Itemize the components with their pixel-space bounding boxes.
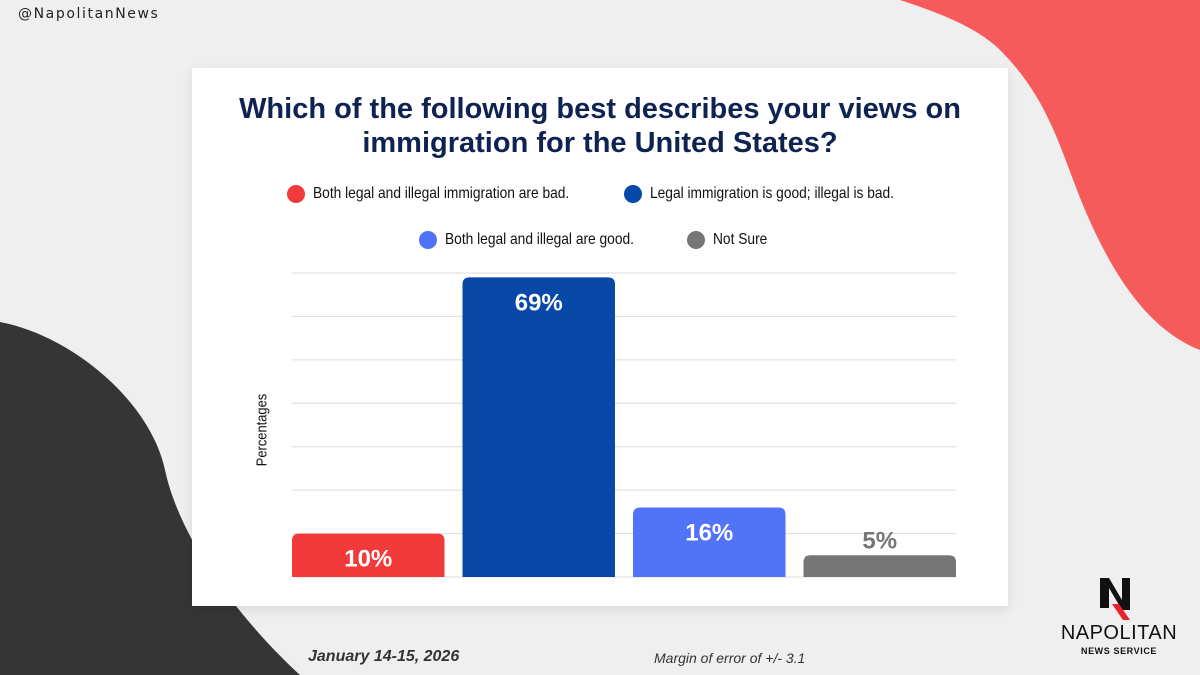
legend-swatch-bad-both: [286, 185, 305, 203]
napolitan-logo: NAPOLITAN NEWS SERVICE: [1052, 578, 1186, 662]
bar-label-legal-good: 69%: [515, 289, 563, 316]
bar-not-sure: [803, 555, 956, 577]
bar-label-bad-both: 10%: [344, 546, 392, 573]
poll-date: January 14-15, 2026: [308, 648, 460, 665]
twitter-handle: @NapolitanNews: [18, 6, 160, 22]
legend-item-legal-good: Legal immigration is good; illegal is ba…: [623, 185, 914, 203]
dark-blob: [0, 322, 300, 675]
legend-item-not-sure: Not Sure: [687, 231, 781, 249]
legend-label-good-both: Both legal and illegal are good.: [445, 231, 634, 248]
bar-good-both: [633, 507, 786, 577]
legend-row-2: Both legal and illegal are good. Not Sur…: [192, 231, 1008, 249]
legend-swatch-legal-good: [623, 185, 642, 203]
legend-item-bad-both: Both legal and illegal immigration are b…: [286, 185, 588, 203]
bar-label-not-sure: 5%: [862, 527, 897, 554]
legend-label-bad-both: Both legal and illegal immigration are b…: [312, 185, 569, 202]
coral-blob: [900, 0, 1200, 350]
margin-of-error: Margin of error of +/- 3.1: [654, 650, 806, 666]
bar-labels: 10% 69% 16% 5%: [344, 289, 897, 572]
legend-row-1: Both legal and illegal immigration are b…: [192, 185, 1008, 203]
gridlines: [292, 272, 956, 578]
bar-legal-good: [462, 277, 615, 577]
legend-swatch-good-both: [419, 231, 437, 249]
bar-bad-both: [292, 533, 445, 577]
legend-item-good-both: Both legal and illegal are good.: [419, 231, 651, 249]
legend-label-not-sure: Not Sure: [713, 231, 768, 248]
y-axis-label: Percentages: [253, 393, 271, 467]
logo-name: NAPOLITAN: [1060, 622, 1178, 644]
bars: [292, 277, 956, 577]
napolitan-n-mark-icon: [1100, 578, 1130, 620]
bar-label-good-both: 16%: [685, 520, 733, 547]
legend-swatch-not-sure: [687, 231, 705, 249]
logo-subtitle: NEWS SERVICE: [1080, 646, 1158, 656]
chart-title-line-1: Which of the following best describes yo…: [239, 93, 961, 125]
legend-label-legal-good: Legal immigration is good; illegal is ba…: [649, 185, 894, 202]
chart-title-line-2: immigration for the United States?: [362, 127, 838, 159]
chart-title: Which of the following best describes yo…: [192, 92, 1008, 160]
